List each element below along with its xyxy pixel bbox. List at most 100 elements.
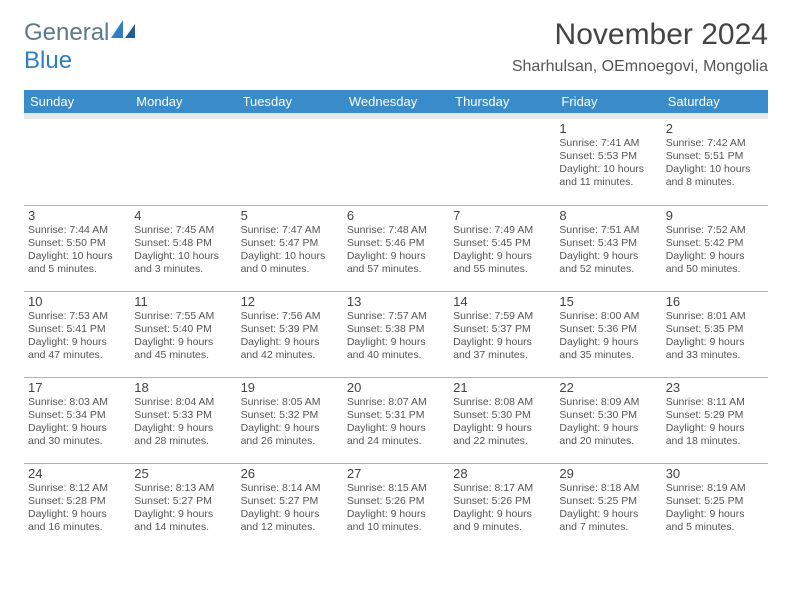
day-number: 7 (453, 208, 551, 223)
sunrise-text: Sunrise: 8:09 AM (559, 396, 657, 409)
daylight-text: Daylight: 9 hours and 24 minutes. (347, 422, 445, 448)
day-number: 30 (666, 466, 764, 481)
day-header-row: SundayMondayTuesdayWednesdayThursdayFrid… (24, 90, 768, 113)
sunrise-text: Sunrise: 7:51 AM (559, 224, 657, 237)
day-header: Wednesday (343, 90, 449, 113)
sunrise-text: Sunrise: 8:01 AM (666, 310, 764, 323)
sunrise-text: Sunrise: 7:56 AM (241, 310, 339, 323)
day-header: Monday (130, 90, 236, 113)
empty-cell (343, 119, 449, 205)
daylight-text: Daylight: 10 hours and 3 minutes. (134, 250, 232, 276)
day-cell: 14Sunrise: 7:59 AMSunset: 5:37 PMDayligh… (449, 291, 555, 377)
location: Sharhulsan, OEmnoegovi, Mongolia (512, 58, 768, 76)
daylight-text: Daylight: 10 hours and 5 minutes. (28, 250, 126, 276)
day-number: 29 (559, 466, 657, 481)
daylight-text: Daylight: 10 hours and 0 minutes. (241, 250, 339, 276)
sunset-text: Sunset: 5:37 PM (453, 323, 551, 336)
sunset-text: Sunset: 5:27 PM (134, 495, 232, 508)
day-number: 26 (241, 466, 339, 481)
sunrise-text: Sunrise: 7:47 AM (241, 224, 339, 237)
day-cell: 3Sunrise: 7:44 AMSunset: 5:50 PMDaylight… (24, 205, 130, 291)
day-number: 16 (666, 294, 764, 309)
day-number: 25 (134, 466, 232, 481)
day-cell: 28Sunrise: 8:17 AMSunset: 5:26 PMDayligh… (449, 463, 555, 549)
sunrise-text: Sunrise: 8:07 AM (347, 396, 445, 409)
calendar-week: 1Sunrise: 7:41 AMSunset: 5:53 PMDaylight… (24, 119, 768, 205)
daylight-text: Daylight: 9 hours and 10 minutes. (347, 508, 445, 534)
day-number: 28 (453, 466, 551, 481)
daylight-text: Daylight: 9 hours and 52 minutes. (559, 250, 657, 276)
day-number: 17 (28, 380, 126, 395)
calendar-table: SundayMondayTuesdayWednesdayThursdayFrid… (24, 90, 768, 549)
day-number: 22 (559, 380, 657, 395)
daylight-text: Daylight: 9 hours and 18 minutes. (666, 422, 764, 448)
day-cell: 30Sunrise: 8:19 AMSunset: 5:25 PMDayligh… (662, 463, 768, 549)
sunset-text: Sunset: 5:45 PM (453, 237, 551, 250)
sunrise-text: Sunrise: 8:03 AM (28, 396, 126, 409)
daylight-text: Daylight: 9 hours and 9 minutes. (453, 508, 551, 534)
empty-cell (449, 119, 555, 205)
day-cell: 20Sunrise: 8:07 AMSunset: 5:31 PMDayligh… (343, 377, 449, 463)
sunrise-text: Sunrise: 7:42 AM (666, 137, 764, 150)
day-cell: 9Sunrise: 7:52 AMSunset: 5:42 PMDaylight… (662, 205, 768, 291)
calendar-body: 1Sunrise: 7:41 AMSunset: 5:53 PMDaylight… (24, 113, 768, 549)
sunrise-text: Sunrise: 8:12 AM (28, 482, 126, 495)
day-header: Saturday (662, 90, 768, 113)
daylight-text: Daylight: 9 hours and 57 minutes. (347, 250, 445, 276)
day-cell: 11Sunrise: 7:55 AMSunset: 5:40 PMDayligh… (130, 291, 236, 377)
sunrise-text: Sunrise: 8:00 AM (559, 310, 657, 323)
logo-word-a: General (24, 19, 109, 46)
sunset-text: Sunset: 5:36 PM (559, 323, 657, 336)
calendar-week: 24Sunrise: 8:12 AMSunset: 5:28 PMDayligh… (24, 463, 768, 549)
day-header: Thursday (449, 90, 555, 113)
title-block: November 2024 Sharhulsan, OEmnoegovi, Mo… (512, 18, 768, 76)
sunset-text: Sunset: 5:26 PM (347, 495, 445, 508)
day-cell: 15Sunrise: 8:00 AMSunset: 5:36 PMDayligh… (555, 291, 661, 377)
day-header: Friday (555, 90, 661, 113)
daylight-text: Daylight: 9 hours and 37 minutes. (453, 336, 551, 362)
day-number: 9 (666, 208, 764, 223)
daylight-text: Daylight: 9 hours and 7 minutes. (559, 508, 657, 534)
sunset-text: Sunset: 5:35 PM (666, 323, 764, 336)
day-cell: 17Sunrise: 8:03 AMSunset: 5:34 PMDayligh… (24, 377, 130, 463)
logo: General Blue (24, 18, 137, 75)
sail-icon (109, 18, 137, 40)
day-number: 4 (134, 208, 232, 223)
sunset-text: Sunset: 5:25 PM (559, 495, 657, 508)
daylight-text: Daylight: 10 hours and 8 minutes. (666, 163, 764, 189)
day-cell: 29Sunrise: 8:18 AMSunset: 5:25 PMDayligh… (555, 463, 661, 549)
sunset-text: Sunset: 5:33 PM (134, 409, 232, 422)
sunrise-text: Sunrise: 7:44 AM (28, 224, 126, 237)
month-title: November 2024 (512, 18, 768, 52)
sunset-text: Sunset: 5:34 PM (28, 409, 126, 422)
sunset-text: Sunset: 5:46 PM (347, 237, 445, 250)
daylight-text: Daylight: 9 hours and 42 minutes. (241, 336, 339, 362)
day-cell: 6Sunrise: 7:48 AMSunset: 5:46 PMDaylight… (343, 205, 449, 291)
sunrise-text: Sunrise: 8:05 AM (241, 396, 339, 409)
calendar-head: SundayMondayTuesdayWednesdayThursdayFrid… (24, 90, 768, 113)
day-number: 15 (559, 294, 657, 309)
day-cell: 25Sunrise: 8:13 AMSunset: 5:27 PMDayligh… (130, 463, 236, 549)
day-cell: 24Sunrise: 8:12 AMSunset: 5:28 PMDayligh… (24, 463, 130, 549)
calendar-week: 10Sunrise: 7:53 AMSunset: 5:41 PMDayligh… (24, 291, 768, 377)
sunset-text: Sunset: 5:30 PM (453, 409, 551, 422)
daylight-text: Daylight: 9 hours and 20 minutes. (559, 422, 657, 448)
daylight-text: Daylight: 9 hours and 55 minutes. (453, 250, 551, 276)
daylight-text: Daylight: 9 hours and 45 minutes. (134, 336, 232, 362)
sunset-text: Sunset: 5:26 PM (453, 495, 551, 508)
sunrise-text: Sunrise: 8:18 AM (559, 482, 657, 495)
day-number: 6 (347, 208, 445, 223)
header: General Blue November 2024 Sharhulsan, O… (24, 18, 768, 76)
sunrise-text: Sunrise: 7:57 AM (347, 310, 445, 323)
sunrise-text: Sunrise: 7:53 AM (28, 310, 126, 323)
calendar-week: 17Sunrise: 8:03 AMSunset: 5:34 PM Dayligh… (24, 377, 768, 463)
day-number: 18 (134, 380, 232, 395)
sunrise-text: Sunrise: 7:52 AM (666, 224, 764, 237)
sunrise-text: Sunrise: 8:13 AM (134, 482, 232, 495)
day-cell: 18Sunrise: 8:04 AMSunset: 5:33 PMDayligh… (130, 377, 236, 463)
day-header: Tuesday (237, 90, 343, 113)
day-cell: 5Sunrise: 7:47 AMSunset: 5:47 PMDaylight… (237, 205, 343, 291)
sunset-text: Sunset: 5:29 PM (666, 409, 764, 422)
daylight-text: Daylight: 9 hours and 16 minutes. (28, 508, 126, 534)
sunrise-text: Sunrise: 7:48 AM (347, 224, 445, 237)
